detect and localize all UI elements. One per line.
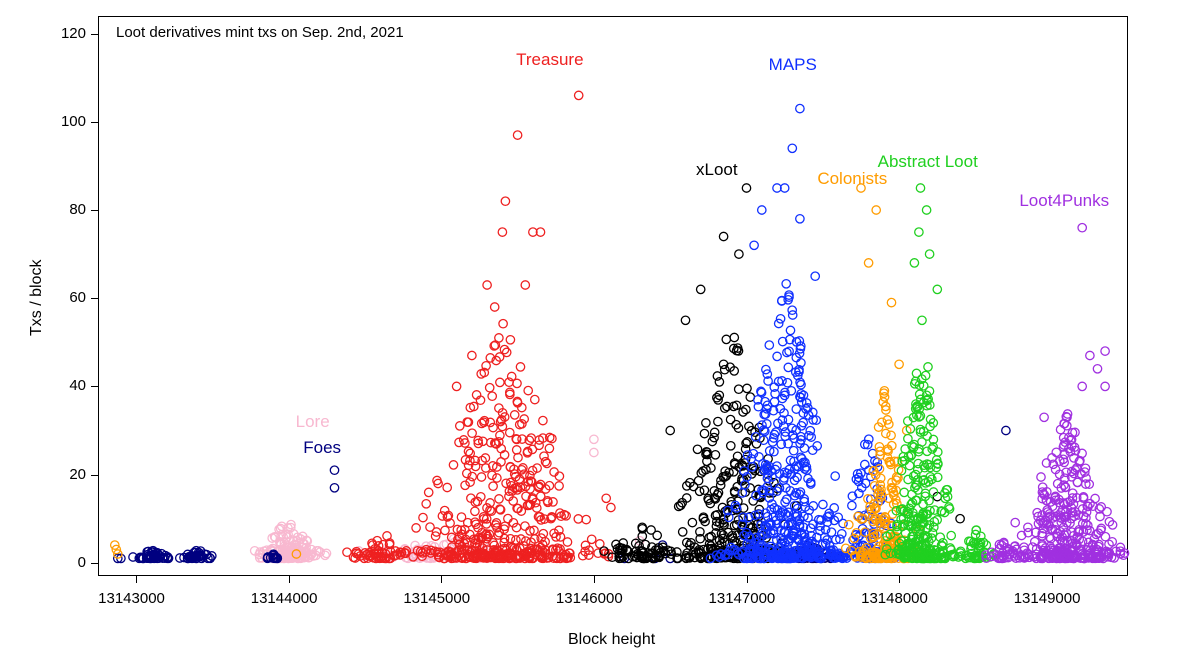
y-tick bbox=[91, 122, 98, 123]
y-tick bbox=[91, 210, 98, 211]
scatter-points bbox=[0, 0, 1200, 668]
y-tick bbox=[91, 563, 98, 564]
y-tick-label: 80 bbox=[46, 201, 86, 218]
y-tick-label: 0 bbox=[46, 554, 86, 571]
y-tick-label: 100 bbox=[46, 113, 86, 130]
x-tick-label: 13145000 bbox=[403, 590, 470, 607]
x-tick bbox=[441, 576, 442, 583]
x-tick bbox=[899, 576, 900, 583]
x-tick bbox=[747, 576, 748, 583]
x-tick bbox=[594, 576, 595, 583]
x-tick-label: 13146000 bbox=[556, 590, 623, 607]
series-label-loot4punks: Loot4Punks bbox=[1019, 191, 1109, 211]
y-tick-label: 40 bbox=[46, 377, 86, 394]
y-tick bbox=[91, 34, 98, 35]
y-tick bbox=[91, 298, 98, 299]
series-label-maps: MAPS bbox=[769, 55, 817, 75]
series-label-lore: Lore bbox=[296, 412, 330, 432]
x-tick-label: 13144000 bbox=[251, 590, 318, 607]
y-tick-label: 60 bbox=[46, 289, 86, 306]
y-tick bbox=[91, 475, 98, 476]
series-label-abstract-loot: Abstract Loot bbox=[878, 152, 978, 172]
series-label-foes: Foes bbox=[303, 438, 341, 458]
chart-container: { "chart": { "type": "scatter", "title":… bbox=[0, 0, 1200, 668]
x-tick-label: 13149000 bbox=[1014, 590, 1081, 607]
x-tick bbox=[1052, 576, 1053, 583]
y-tick-label: 20 bbox=[46, 466, 86, 483]
x-tick-label: 13148000 bbox=[861, 590, 928, 607]
x-tick bbox=[136, 576, 137, 583]
series-label-colonists: Colonists bbox=[817, 169, 887, 189]
x-tick-label: 13143000 bbox=[98, 590, 165, 607]
y-tick bbox=[91, 386, 98, 387]
x-tick bbox=[289, 576, 290, 583]
y-tick-label: 120 bbox=[46, 25, 86, 42]
series-label-xloot: xLoot bbox=[696, 160, 738, 180]
series-label-treasure: Treasure bbox=[516, 50, 583, 70]
x-tick-label: 13147000 bbox=[709, 590, 776, 607]
